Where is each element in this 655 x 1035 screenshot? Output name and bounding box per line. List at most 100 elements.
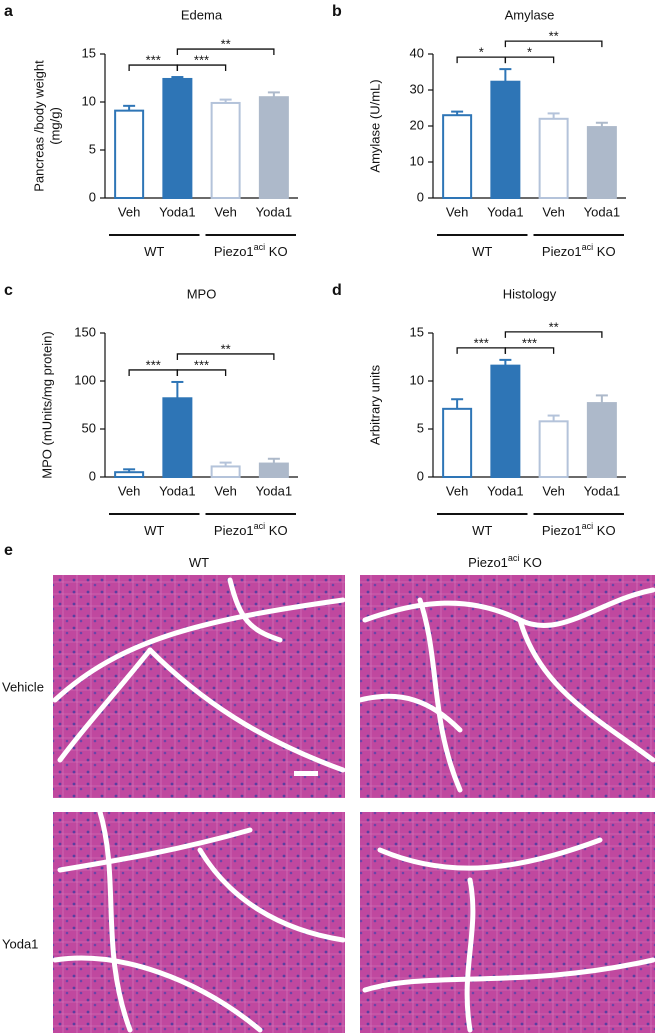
y-axis-label: Arbitrary units	[367, 364, 382, 445]
error-bar	[123, 104, 136, 111]
chart-title: MPO	[187, 286, 217, 301]
bar	[442, 114, 473, 199]
group-label: WT	[472, 244, 492, 259]
bar	[442, 407, 473, 478]
x-tick-label: Veh	[214, 204, 236, 219]
label-suffix: KO	[593, 523, 615, 538]
error-bar	[547, 112, 560, 119]
x-tick-label: Yoda1	[256, 204, 292, 219]
y-tick-label: 30	[410, 81, 424, 96]
significance-bracket	[504, 56, 555, 64]
bar	[586, 402, 617, 478]
bar	[162, 397, 193, 478]
x-tick-label: Veh	[542, 483, 564, 498]
significance-bracket	[176, 353, 275, 360]
error-bar	[219, 98, 232, 103]
y-tick-label: 0	[417, 468, 424, 483]
label-superscript: aci	[508, 553, 520, 563]
significance-label: **	[221, 36, 231, 51]
error-bar	[547, 414, 560, 422]
significance-label: ***	[194, 52, 209, 67]
x-tick-label: Veh	[118, 204, 140, 219]
significance-label: ***	[146, 52, 161, 67]
group-label: Piezo1aci KO	[542, 521, 616, 538]
y-tick-label: 0	[417, 189, 424, 204]
label-text: Piezo1	[214, 523, 254, 538]
significance-label: *	[527, 45, 532, 60]
bar	[538, 420, 569, 479]
y-tick-label: 5	[89, 141, 96, 156]
label-text: WT	[144, 244, 164, 259]
y-tick-label: 15	[82, 45, 96, 60]
group-label: WT	[144, 523, 164, 538]
label-text: Piezo1	[542, 244, 582, 259]
bar	[210, 465, 241, 479]
label-suffix: KO	[593, 244, 615, 259]
bar	[586, 126, 617, 199]
error-bar	[267, 457, 280, 464]
x-tick-label: Yoda1	[584, 204, 620, 219]
x-tick-label: Yoda1	[159, 204, 195, 219]
x-tick-label: Veh	[214, 483, 236, 498]
error-bar	[595, 394, 608, 404]
y-axis-label: Amylase (U/mL)	[367, 79, 382, 172]
y-axis-label: MPO (mUnits/mg protein)	[39, 331, 54, 478]
label-text: WT	[472, 523, 492, 538]
label-suffix: KO	[265, 523, 287, 538]
x-tick-label: Yoda1	[159, 483, 195, 498]
label-text: Piezo1	[214, 244, 254, 259]
y-tick-label: 40	[410, 45, 424, 60]
group-label: WT	[472, 523, 492, 538]
significance-bracket	[504, 40, 603, 48]
significance-bracket	[176, 64, 227, 72]
significance-label: *	[479, 45, 484, 60]
y-tick-label: 10	[410, 153, 424, 168]
bar	[538, 117, 569, 199]
y-tick-label: 100	[74, 372, 96, 387]
x-tick-label: Veh	[446, 204, 468, 219]
row-label: Vehicle	[2, 679, 44, 694]
y-tick-label: 0	[89, 468, 96, 483]
y-tick-label: 50	[82, 420, 96, 435]
label-superscript: aci	[582, 521, 594, 531]
label-text: Piezo1	[468, 555, 508, 570]
panel-label: d	[332, 282, 342, 299]
bar	[490, 80, 521, 199]
panel-label: c	[4, 282, 13, 299]
error-bar	[267, 91, 280, 98]
label-text: WT	[189, 555, 209, 570]
significance-label: ***	[522, 335, 537, 350]
error-bar	[499, 358, 512, 366]
y-axis-label: Pancreas /body weight	[31, 60, 46, 192]
error-bar	[595, 121, 608, 128]
scale-bar	[294, 771, 318, 776]
histology-images	[52, 575, 655, 1033]
significance-label: ***	[146, 357, 161, 372]
significance-label: ***	[474, 335, 489, 350]
error-bar	[451, 110, 464, 116]
y-tick-label: 0	[89, 189, 96, 204]
group-label: Piezo1aci KO	[214, 242, 288, 259]
panel-label: e	[4, 542, 13, 559]
group-label: Piezo1aci KO	[214, 521, 288, 538]
chart-title: Histology	[503, 286, 557, 301]
bar	[258, 96, 289, 199]
error-bar	[219, 461, 232, 467]
group-label: WT	[144, 244, 164, 259]
x-tick-label: Veh	[446, 483, 468, 498]
y-tick-label: 150	[74, 324, 96, 339]
error-bar	[451, 398, 464, 409]
bar	[114, 471, 145, 479]
bar	[210, 101, 241, 199]
column-label: WT	[189, 555, 209, 570]
x-tick-label: Yoda1	[584, 483, 620, 498]
label-superscript: aci	[254, 521, 266, 531]
y-tick-label: 5	[417, 420, 424, 435]
column-label: Piezo1aci KO	[468, 553, 542, 570]
label-suffix: KO	[519, 555, 541, 570]
label-text: WT	[144, 523, 164, 538]
row-label: Yoda1	[2, 936, 38, 951]
label-superscript: aci	[254, 242, 266, 252]
label-text: Piezo1	[542, 523, 582, 538]
